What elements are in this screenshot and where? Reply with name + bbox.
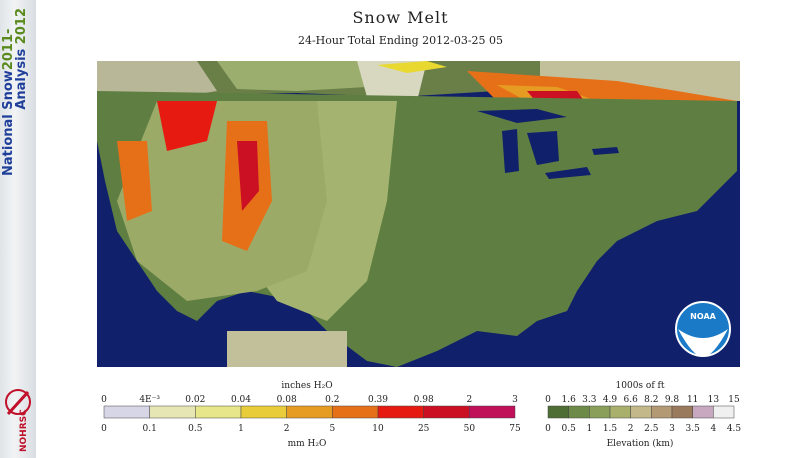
no-data-region-mexico [227, 331, 347, 367]
elev-legend-top-unit: 1000s of ft [616, 381, 665, 391]
lake-erie [545, 167, 591, 179]
melt-top-tick-label: 4E⁻³ [139, 395, 160, 405]
elev-top-tick-label: 3.3 [582, 395, 597, 405]
melt-swatch [469, 405, 516, 419]
elev-bottom-ticks: 0 0.5 1 1.5 2 2.5 3 3.5 4 4.5 [545, 424, 741, 434]
elev-swatch [713, 405, 735, 419]
elev-swatch [651, 405, 673, 419]
elev-swatch [609, 405, 631, 419]
elev-legend-bottom-unit: Elevation (km) [607, 438, 674, 448]
melt-bottom-tick-label: 1 [238, 424, 244, 434]
western-highlands [117, 101, 327, 301]
canada-prairie [217, 61, 367, 91]
nohrsc-logo: NOHRSC [5, 389, 31, 452]
elev-swatch [568, 405, 590, 419]
melt-swatch [423, 405, 470, 419]
elev-top-tick-label: 6.6 [624, 395, 639, 405]
melt-top-tick-label: 0.98 [414, 395, 434, 405]
elev-bottom-tick-label: 0.5 [562, 424, 577, 434]
brand-line2: Analysis [14, 48, 29, 110]
elev-bottom-tick-label: 4 [710, 424, 716, 434]
elev-swatch [589, 405, 611, 419]
melt-swatch [286, 405, 333, 419]
melt-bottom-tick-label: 0.5 [188, 424, 203, 434]
elev-top-ticks: 0 1.6 3.3 4.9 6.6 8.2 9.8 11 13 15 [545, 395, 740, 405]
elev-bottom-tick-label: 2 [628, 424, 634, 434]
melt-swatches [103, 405, 516, 419]
lake-huron [527, 131, 559, 165]
nohrsc-logo-text: NOHRSC [19, 409, 29, 452]
sidebar-banner: National Snow2011- Analysis 2012 NOHRSC [0, 0, 36, 458]
melt-top-tick-label: 0 [101, 395, 107, 405]
elev-swatch [630, 405, 652, 419]
melt-swatch [103, 405, 150, 419]
melt-bottom-tick-label: 50 [464, 424, 476, 434]
elev-top-tick-label: 13 [708, 395, 720, 405]
melt-swatch [377, 405, 424, 419]
noaa-logo: NOAA [675, 301, 731, 357]
melt-legend-top-unit: inches H₂O [281, 381, 332, 391]
lake-michigan [502, 129, 519, 173]
elev-top-tick-label: 8.2 [644, 395, 658, 405]
elev-bottom-tick-label: 3 [669, 424, 675, 434]
elev-swatch [547, 405, 569, 419]
elev-bottom-tick-label: 0 [545, 424, 551, 434]
elev-top-tick-label: 15 [728, 395, 740, 405]
canada-melt-yellow [377, 61, 447, 73]
elev-bottom-tick-label: 3.5 [686, 424, 701, 434]
melt-top-tick-label: 0.2 [325, 395, 339, 405]
melt-legend: inches H₂O 0 4E⁻³ 0.02 0.04 0.08 0.2 0.39 0.98 2… [101, 381, 521, 448]
rockies-melt-heavy [237, 141, 259, 211]
elev-top-tick-label: 4.9 [603, 395, 618, 405]
elev-top-tick-label: 11 [687, 395, 698, 405]
melt-bottom-tick-label: 75 [509, 424, 521, 434]
melt-swatch [332, 405, 379, 419]
page-title: Snow Melt [352, 8, 449, 27]
brand-text: National Snow2011- Analysis 2012 [1, 6, 29, 176]
melt-top-tick-label: 2 [466, 395, 472, 405]
elev-top-tick-label: 9.8 [665, 395, 680, 405]
melt-swatch [195, 405, 242, 419]
elev-swatch [671, 405, 693, 419]
elev-top-tick-label: 0 [545, 395, 551, 405]
melt-swatch [240, 405, 287, 419]
melt-bottom-tick-label: 0.1 [143, 424, 157, 434]
page-subtitle: 24-Hour Total Ending 2012-03-25 05 [297, 34, 504, 47]
melt-legend-bottom-unit: mm H₂O [288, 439, 327, 448]
melt-bottom-tick-label: 0 [101, 424, 107, 434]
snow-melt-map[interactable]: NOAA [97, 61, 740, 367]
elev-swatch [692, 405, 714, 419]
melt-top-ticks: 0 4E⁻³ 0.02 0.04 0.08 0.2 0.39 0.98 2 3 [101, 395, 518, 405]
lake-superior [477, 109, 567, 123]
lake-ontario [592, 147, 619, 155]
elev-bottom-tick-label: 1 [586, 424, 592, 434]
elev-bottom-tick-label: 2.5 [644, 424, 659, 434]
melt-swatch [149, 405, 196, 419]
canada-west-snow [97, 61, 217, 101]
cascades-melt [157, 101, 217, 151]
sierra-melt [117, 141, 152, 221]
melt-top-tick-label: 0.39 [368, 395, 388, 405]
melt-bottom-tick-label: 5 [329, 424, 335, 434]
melt-bottom-tick-label: 25 [418, 424, 430, 434]
elev-bottom-tick-label: 4.5 [727, 424, 742, 434]
noaa-logo-text: NOAA [690, 312, 716, 321]
melt-bottom-tick-label: 2 [284, 424, 290, 434]
melt-top-tick-label: 0.04 [231, 395, 251, 405]
elev-bottom-tick-label: 1.5 [603, 424, 618, 434]
elev-swatches [547, 405, 735, 419]
melt-bottom-ticks: 0 0.1 0.5 1 2 5 10 25 50 75 [101, 424, 521, 434]
melt-top-tick-label: 0.02 [185, 395, 205, 405]
melt-bottom-tick-label: 10 [372, 424, 384, 434]
elev-top-tick-label: 1.6 [562, 395, 577, 405]
melt-top-tick-label: 3 [512, 395, 518, 405]
melt-top-tick-label: 0.08 [277, 395, 297, 405]
